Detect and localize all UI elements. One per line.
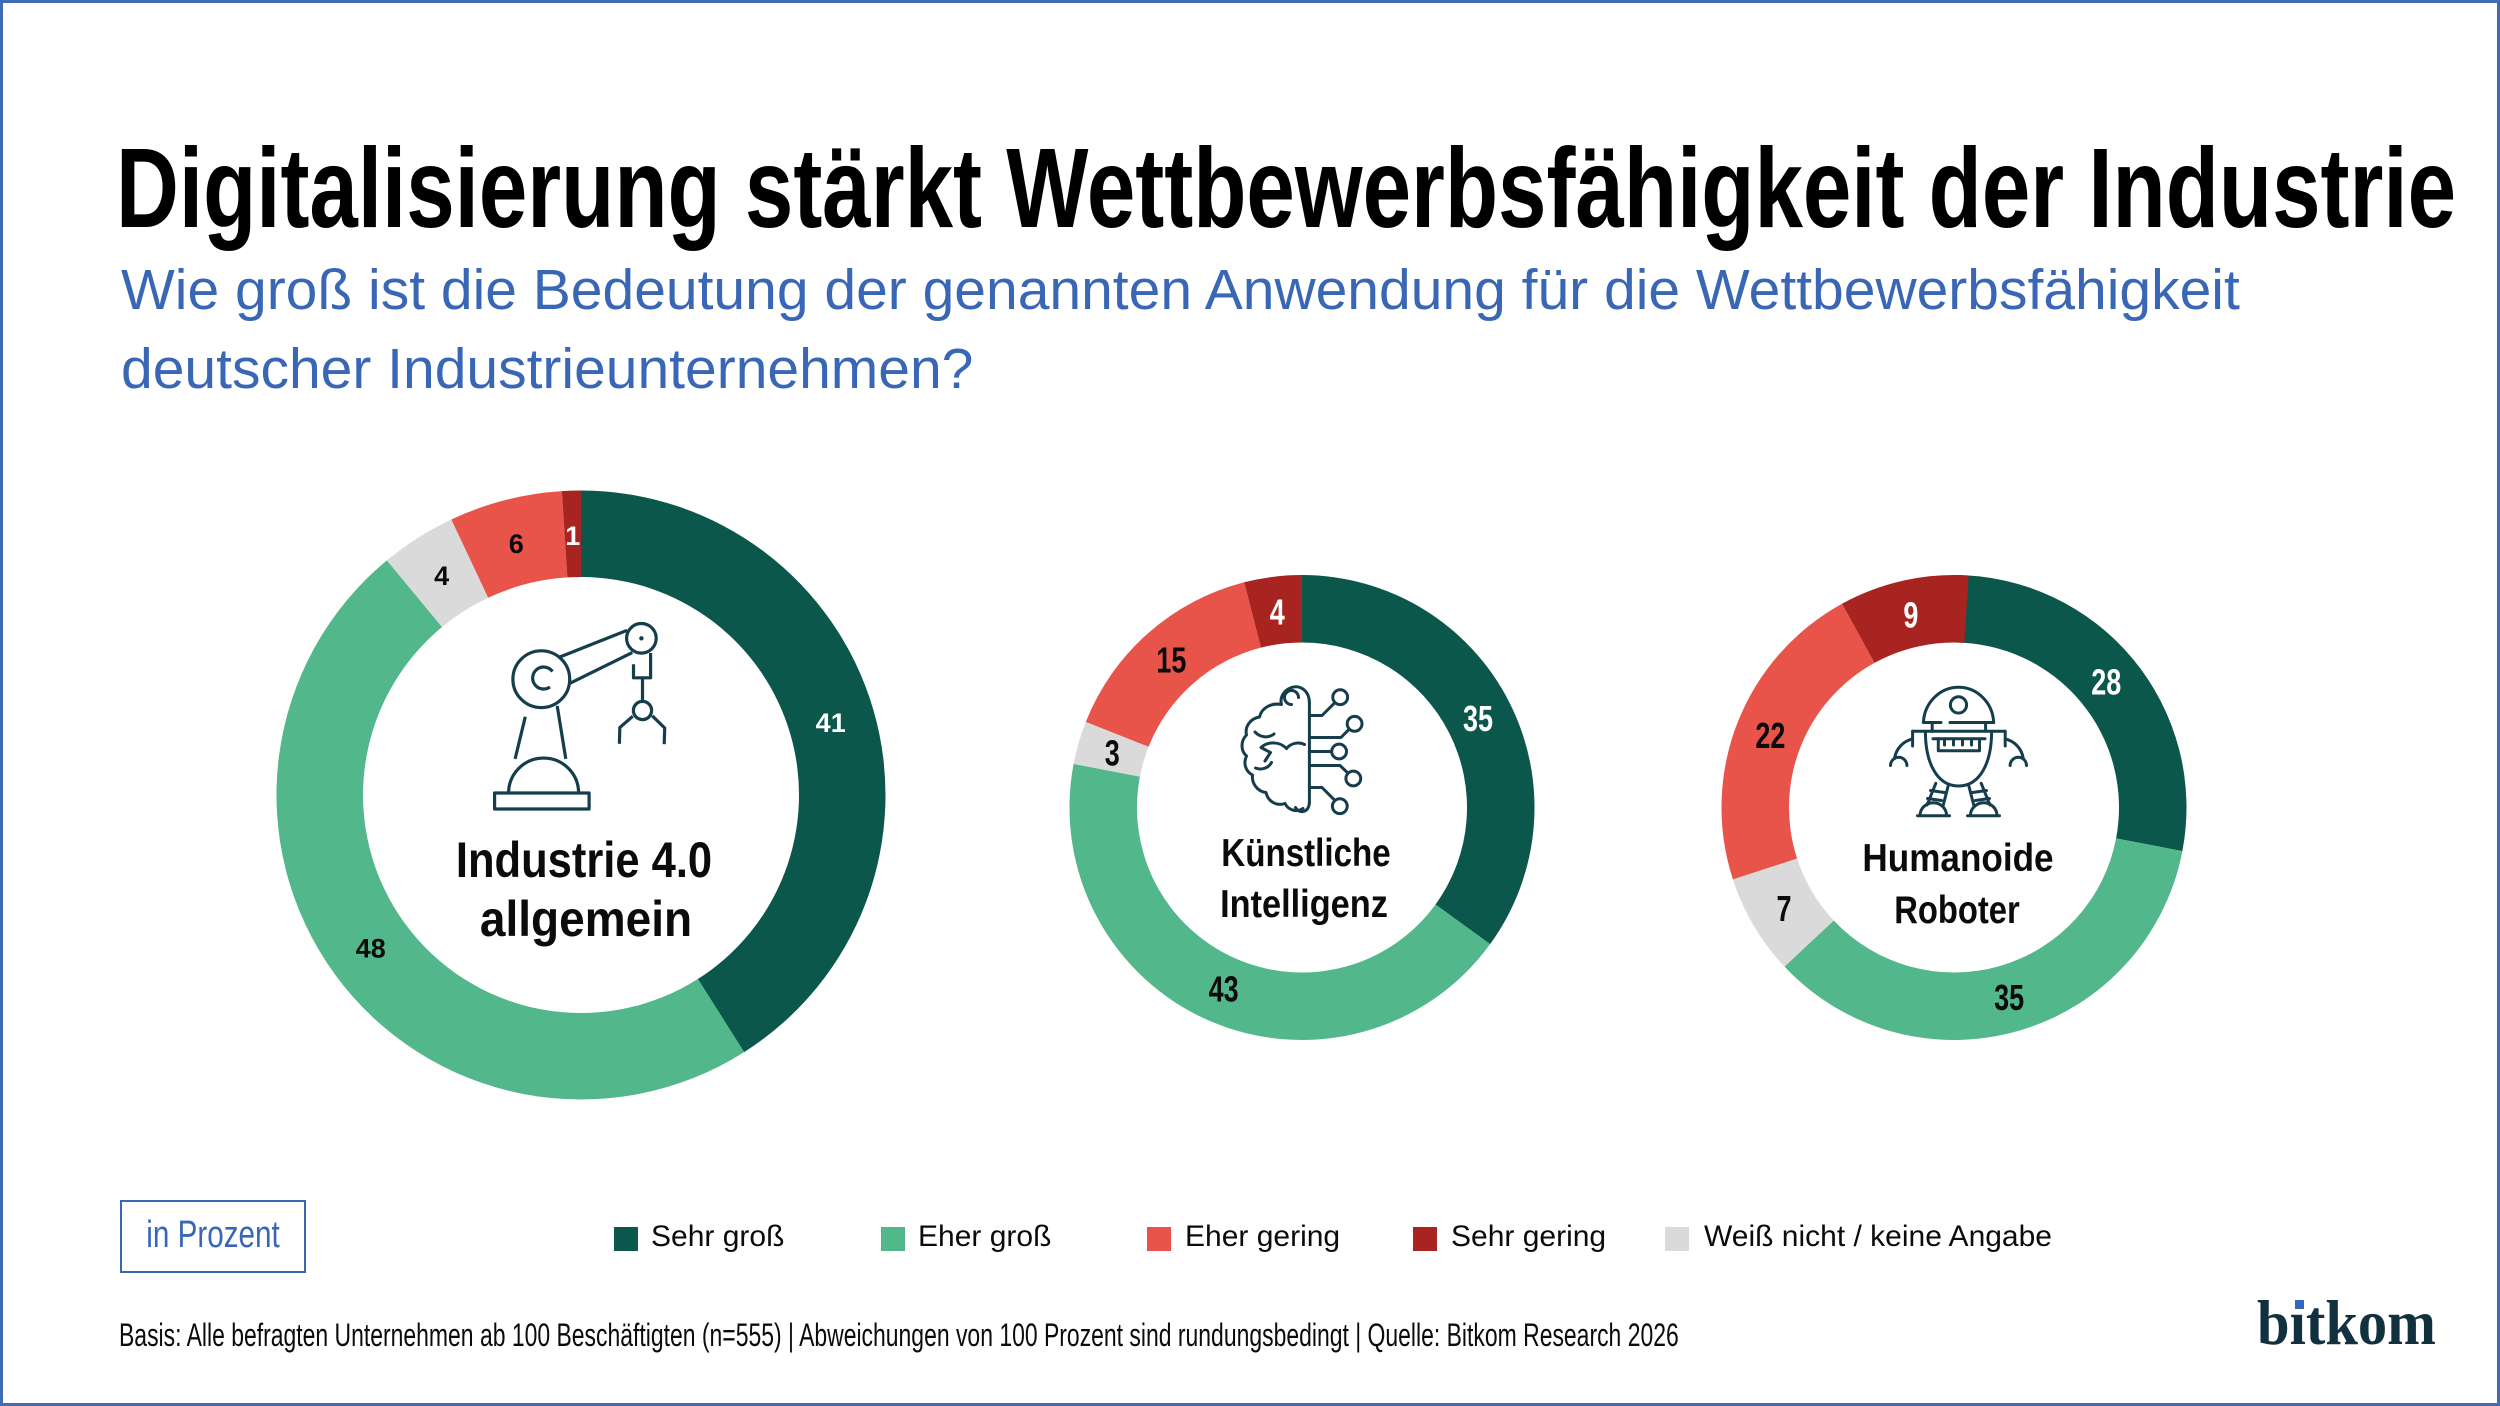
svg-text:9: 9 [1903,595,1918,636]
svg-text:4: 4 [434,561,449,591]
svg-text:22: 22 [1755,715,1785,756]
svg-text:43: 43 [1209,969,1239,1010]
svg-text:48: 48 [356,934,386,964]
svg-text:1: 1 [565,521,580,551]
svg-text:28: 28 [2091,662,2121,703]
svg-text:7: 7 [1777,888,1792,929]
svg-text:35: 35 [1994,977,2024,1018]
svg-text:6: 6 [509,529,524,559]
svg-text:15: 15 [1156,639,1186,680]
svg-text:41: 41 [816,708,846,738]
svg-text:3: 3 [1105,732,1120,773]
svg-text:35: 35 [1463,698,1493,739]
svg-text:4: 4 [1270,592,1285,633]
